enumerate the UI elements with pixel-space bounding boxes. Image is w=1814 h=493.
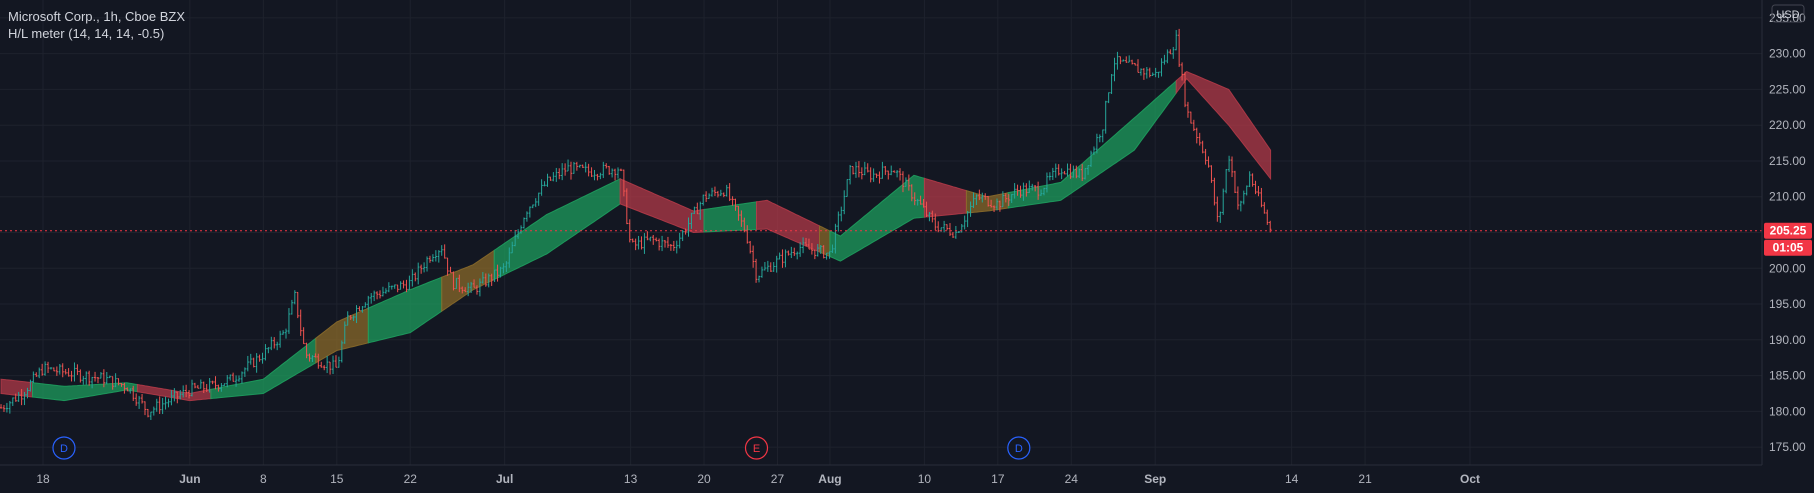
currency-badge[interactable] <box>1771 4 1805 23</box>
time-tick-label: Oct <box>1460 472 1480 486</box>
price-tick-label: 175.00 <box>1769 440 1806 454</box>
event-marker-d[interactable]: D <box>52 436 76 460</box>
event-marker-d[interactable]: D <box>1007 436 1031 460</box>
time-tick-label: 17 <box>991 472 1005 486</box>
time-tick-label: Sep <box>1144 472 1166 486</box>
symbol-title[interactable]: Microsoft Corp., 1h, Cboe BZX <box>8 9 186 24</box>
time-tick-label: 10 <box>918 472 932 486</box>
price-tick-label: 200.00 <box>1769 261 1806 275</box>
bar-countdown-tag <box>1764 239 1812 256</box>
currency-label: USD <box>1776 9 1799 21</box>
price-tick-label: 220.00 <box>1769 118 1806 132</box>
time-tick-label: 13 <box>624 472 638 486</box>
price-tick-label: 190.00 <box>1769 333 1806 347</box>
event-marker-circle <box>52 436 76 460</box>
time-tick-label: 21 <box>1358 472 1372 486</box>
price-axis[interactable]: 175.00 180.00 185.00 190.00 195.00 200.00 205.… <box>1761 0 1814 465</box>
time-tick-label: 27 <box>771 472 785 486</box>
last-price-tag <box>1764 222 1812 239</box>
chart-legend[interactable]: Microsoft Corp., 1h, Cboe BZX H/L meter … <box>8 8 185 42</box>
price-tick-label: 210.00 <box>1769 190 1806 204</box>
event-marker-e[interactable]: E <box>744 436 769 460</box>
time-tick-label: Jun <box>179 472 200 486</box>
time-tick-label: 22 <box>404 472 418 486</box>
bar-countdown-label: 01:05 <box>1773 241 1804 255</box>
event-marker-letter: E <box>753 443 760 455</box>
price-tick-label: 230.00 <box>1769 47 1806 61</box>
price-tick-label: 235.00 <box>1769 11 1806 25</box>
time-tick-label: 15 <box>330 472 344 486</box>
price-tick-label: 215.00 <box>1769 154 1806 168</box>
time-tick-label: 14 <box>1285 472 1299 486</box>
last-price-label: 205.25 <box>1770 224 1807 238</box>
event-marker-circle <box>1007 436 1031 460</box>
event-marker-letter: D <box>1015 443 1023 455</box>
time-tick-label: 18 <box>36 472 50 486</box>
time-tick-label: 24 <box>1065 472 1079 486</box>
hl-meter-band <box>0 70 1272 402</box>
time-axis[interactable]: 18 Jun 8 15 22 Jul 13 20 27 Aug 10 17 24 Sep 14 21 Oct <box>0 464 1762 486</box>
time-tick-label: Jul <box>496 472 513 486</box>
price-tick-label: 225.00 <box>1769 82 1806 96</box>
price-tick-label: 185.00 <box>1769 369 1806 383</box>
time-tick-label: Aug <box>818 472 841 486</box>
band-segment-down <box>1175 70 1272 181</box>
time-tick-label: 20 <box>697 472 711 486</box>
event-marker-letter: D <box>60 443 68 455</box>
candles <box>0 28 1272 420</box>
price-tick-label: 195.00 <box>1769 297 1806 311</box>
price-tick-label: 180.00 <box>1769 404 1806 418</box>
time-tick-label: 8 <box>260 472 267 486</box>
indicator-title[interactable]: H/L meter (14, 14, 14, -0.5) <box>8 26 165 41</box>
time-axis-ticks: 18 Jun 8 15 22 Jul 13 20 27 Aug 10 17 24 Sep 14 21 Oct <box>36 472 1480 486</box>
event-marker-circle <box>744 436 769 460</box>
